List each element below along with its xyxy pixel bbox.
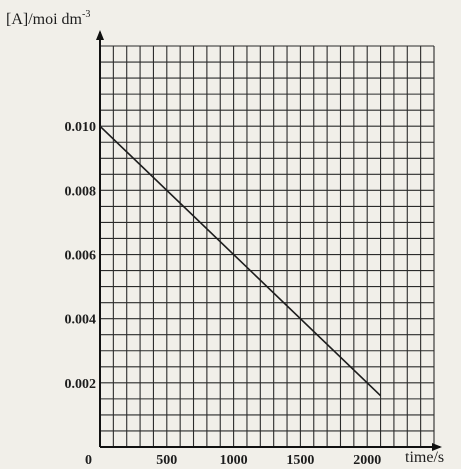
y-axis-arrow [96, 30, 104, 40]
y-axis-title-text: [A]/moi dm [6, 11, 83, 28]
x-tick-label: 1500 [286, 453, 314, 468]
x-tick-label: 0 [85, 453, 92, 468]
x-axis-title: time/s [405, 449, 444, 466]
y-axis-title-superscript: -3 [82, 9, 90, 20]
y-tick-label: 0.008 [65, 184, 97, 199]
grid [100, 45, 435, 447]
x-tick-label: 2000 [353, 453, 381, 468]
y-tick-label: 0.006 [65, 249, 97, 264]
y-tick-label: 0.002 [65, 377, 97, 392]
y-tick-label: 0.004 [65, 313, 97, 328]
y-axis-title: [A]/moi dm-3 [6, 9, 90, 28]
data-line [99, 125, 382, 397]
x-tick-label: 1000 [220, 453, 248, 468]
x-axis-arrow [432, 443, 442, 451]
x-tick-label: 500 [156, 453, 177, 468]
y-tick-label: 0.010 [65, 120, 97, 135]
